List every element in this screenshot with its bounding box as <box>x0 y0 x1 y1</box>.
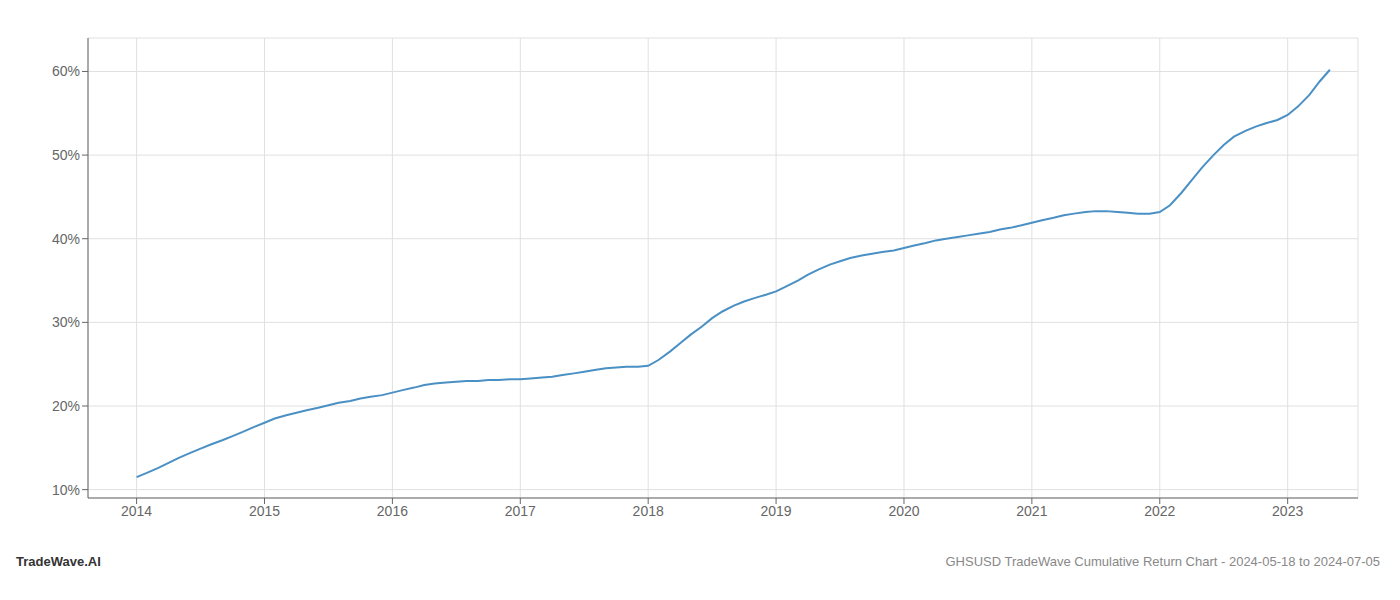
svg-text:30%: 30% <box>52 314 80 330</box>
html-text:TradeWave.AI: TradeWave.AI <box>16 554 101 569</box>
svg-text:50%: 50% <box>52 147 80 163</box>
svg-text:2019: 2019 <box>760 503 791 519</box>
svg-text:40%: 40% <box>52 231 80 247</box>
svg-text:2021: 2021 <box>1016 503 1047 519</box>
svg-text:2017: 2017 <box>505 503 536 519</box>
svg-text:2023: 2023 <box>1272 503 1303 519</box>
svg-text:2020: 2020 <box>888 503 919 519</box>
svg-text:20%: 20% <box>52 398 80 414</box>
html-text:GHSUSD TradeWave Cumulative Re: GHSUSD TradeWave Cumulative Return Chart… <box>945 554 1380 569</box>
svg-text:2018: 2018 <box>633 503 664 519</box>
svg-text:2022: 2022 <box>1144 503 1175 519</box>
svg-text:2014: 2014 <box>121 503 152 519</box>
svg-text:2016: 2016 <box>377 503 408 519</box>
svg-text:10%: 10% <box>52 482 80 498</box>
svg-text:60%: 60% <box>52 63 80 79</box>
svg-text:2015: 2015 <box>249 503 280 519</box>
